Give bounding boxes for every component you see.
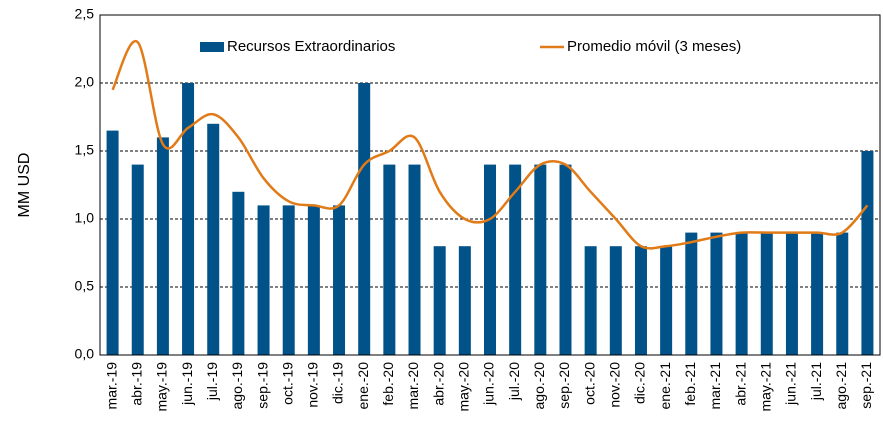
bar	[408, 164, 421, 355]
x-tick-label: sep.-21	[858, 362, 874, 409]
x-tick-label: jul.-20	[506, 362, 522, 401]
y-tick-label: 1,0	[75, 210, 95, 226]
bar	[735, 232, 748, 355]
bar	[811, 232, 824, 355]
x-tick-label: abr.-19	[128, 362, 144, 406]
x-tick-label: mar.-19	[103, 362, 119, 410]
bar	[861, 151, 874, 355]
bar	[333, 205, 346, 355]
bar	[785, 232, 798, 355]
x-tick-label: mar.-21	[707, 362, 723, 410]
bar	[584, 246, 597, 355]
y-axis-label: MM USD	[16, 153, 33, 218]
bar	[182, 83, 195, 355]
x-tick-label: ene.-21	[657, 362, 673, 410]
bar	[559, 164, 572, 355]
x-tick-label: sep.-20	[556, 362, 572, 409]
x-tick-label: ene.-20	[355, 362, 371, 410]
x-tick-label: dic.-19	[330, 362, 346, 404]
moving-average-line	[111, 39, 869, 250]
x-tick-label: may.-21	[757, 362, 773, 412]
x-tick-label: jul.-21	[808, 362, 824, 401]
bar	[131, 164, 144, 355]
bar	[660, 246, 673, 355]
x-tick-label: jul.-19	[204, 362, 220, 401]
plot-border	[99, 14, 881, 356]
x-tick-label: abr.-21	[732, 362, 748, 406]
bar	[484, 164, 496, 355]
x-tick-label: nov.-19	[305, 362, 321, 408]
y-tick-label: 0,5	[75, 278, 95, 294]
x-tick-label: nov.-20	[607, 362, 623, 408]
bar	[836, 232, 849, 355]
bar	[458, 246, 471, 355]
bar	[282, 205, 295, 355]
bar	[232, 191, 245, 355]
y-tick-label: 2,5	[75, 6, 95, 22]
y-tick-label: 2,0	[75, 74, 95, 90]
x-tick-label: feb.-20	[380, 362, 396, 406]
x-tick-label: may.-20	[456, 362, 472, 412]
bar	[207, 123, 220, 355]
bar	[358, 83, 371, 355]
x-tick-label: jun.-20	[481, 362, 497, 406]
x-tick-label: sep.-19	[254, 362, 270, 409]
bar	[307, 205, 320, 355]
y-tick-label: 1,5	[75, 142, 95, 158]
x-tick-label: abr.-20	[430, 362, 446, 406]
x-tick-label: may.-19	[154, 362, 170, 412]
x-tick-label: dic.-20	[632, 362, 648, 404]
bar	[509, 164, 522, 355]
bar	[710, 232, 723, 355]
x-tick-label: ago.-19	[229, 362, 245, 410]
legend-label: Recursos Extraordinarios	[227, 38, 395, 55]
x-tick-label: ago.-21	[833, 362, 849, 410]
bar	[383, 164, 396, 355]
legend-swatch	[200, 42, 224, 52]
x-tick-label: feb.-21	[682, 362, 698, 406]
x-tick-label: jun.-21	[783, 362, 799, 406]
bar	[634, 246, 647, 355]
x-tick-label: jun.-19	[179, 362, 195, 406]
x-tick-label: ago.-20	[531, 362, 547, 410]
bar	[534, 164, 547, 355]
bar	[609, 246, 622, 355]
x-tick-label: oct.-19	[279, 362, 295, 405]
bar	[106, 130, 119, 355]
x-tick-label: mar.-20	[405, 362, 421, 410]
y-tick-label: 0,0	[75, 346, 95, 362]
legend-label: Promedio móvil (3 meses)	[567, 38, 741, 55]
bar	[685, 232, 698, 355]
bar	[433, 246, 446, 355]
bar	[257, 205, 270, 355]
bar	[760, 232, 773, 355]
bar	[156, 137, 169, 355]
x-tick-label: oct.-20	[581, 362, 597, 405]
